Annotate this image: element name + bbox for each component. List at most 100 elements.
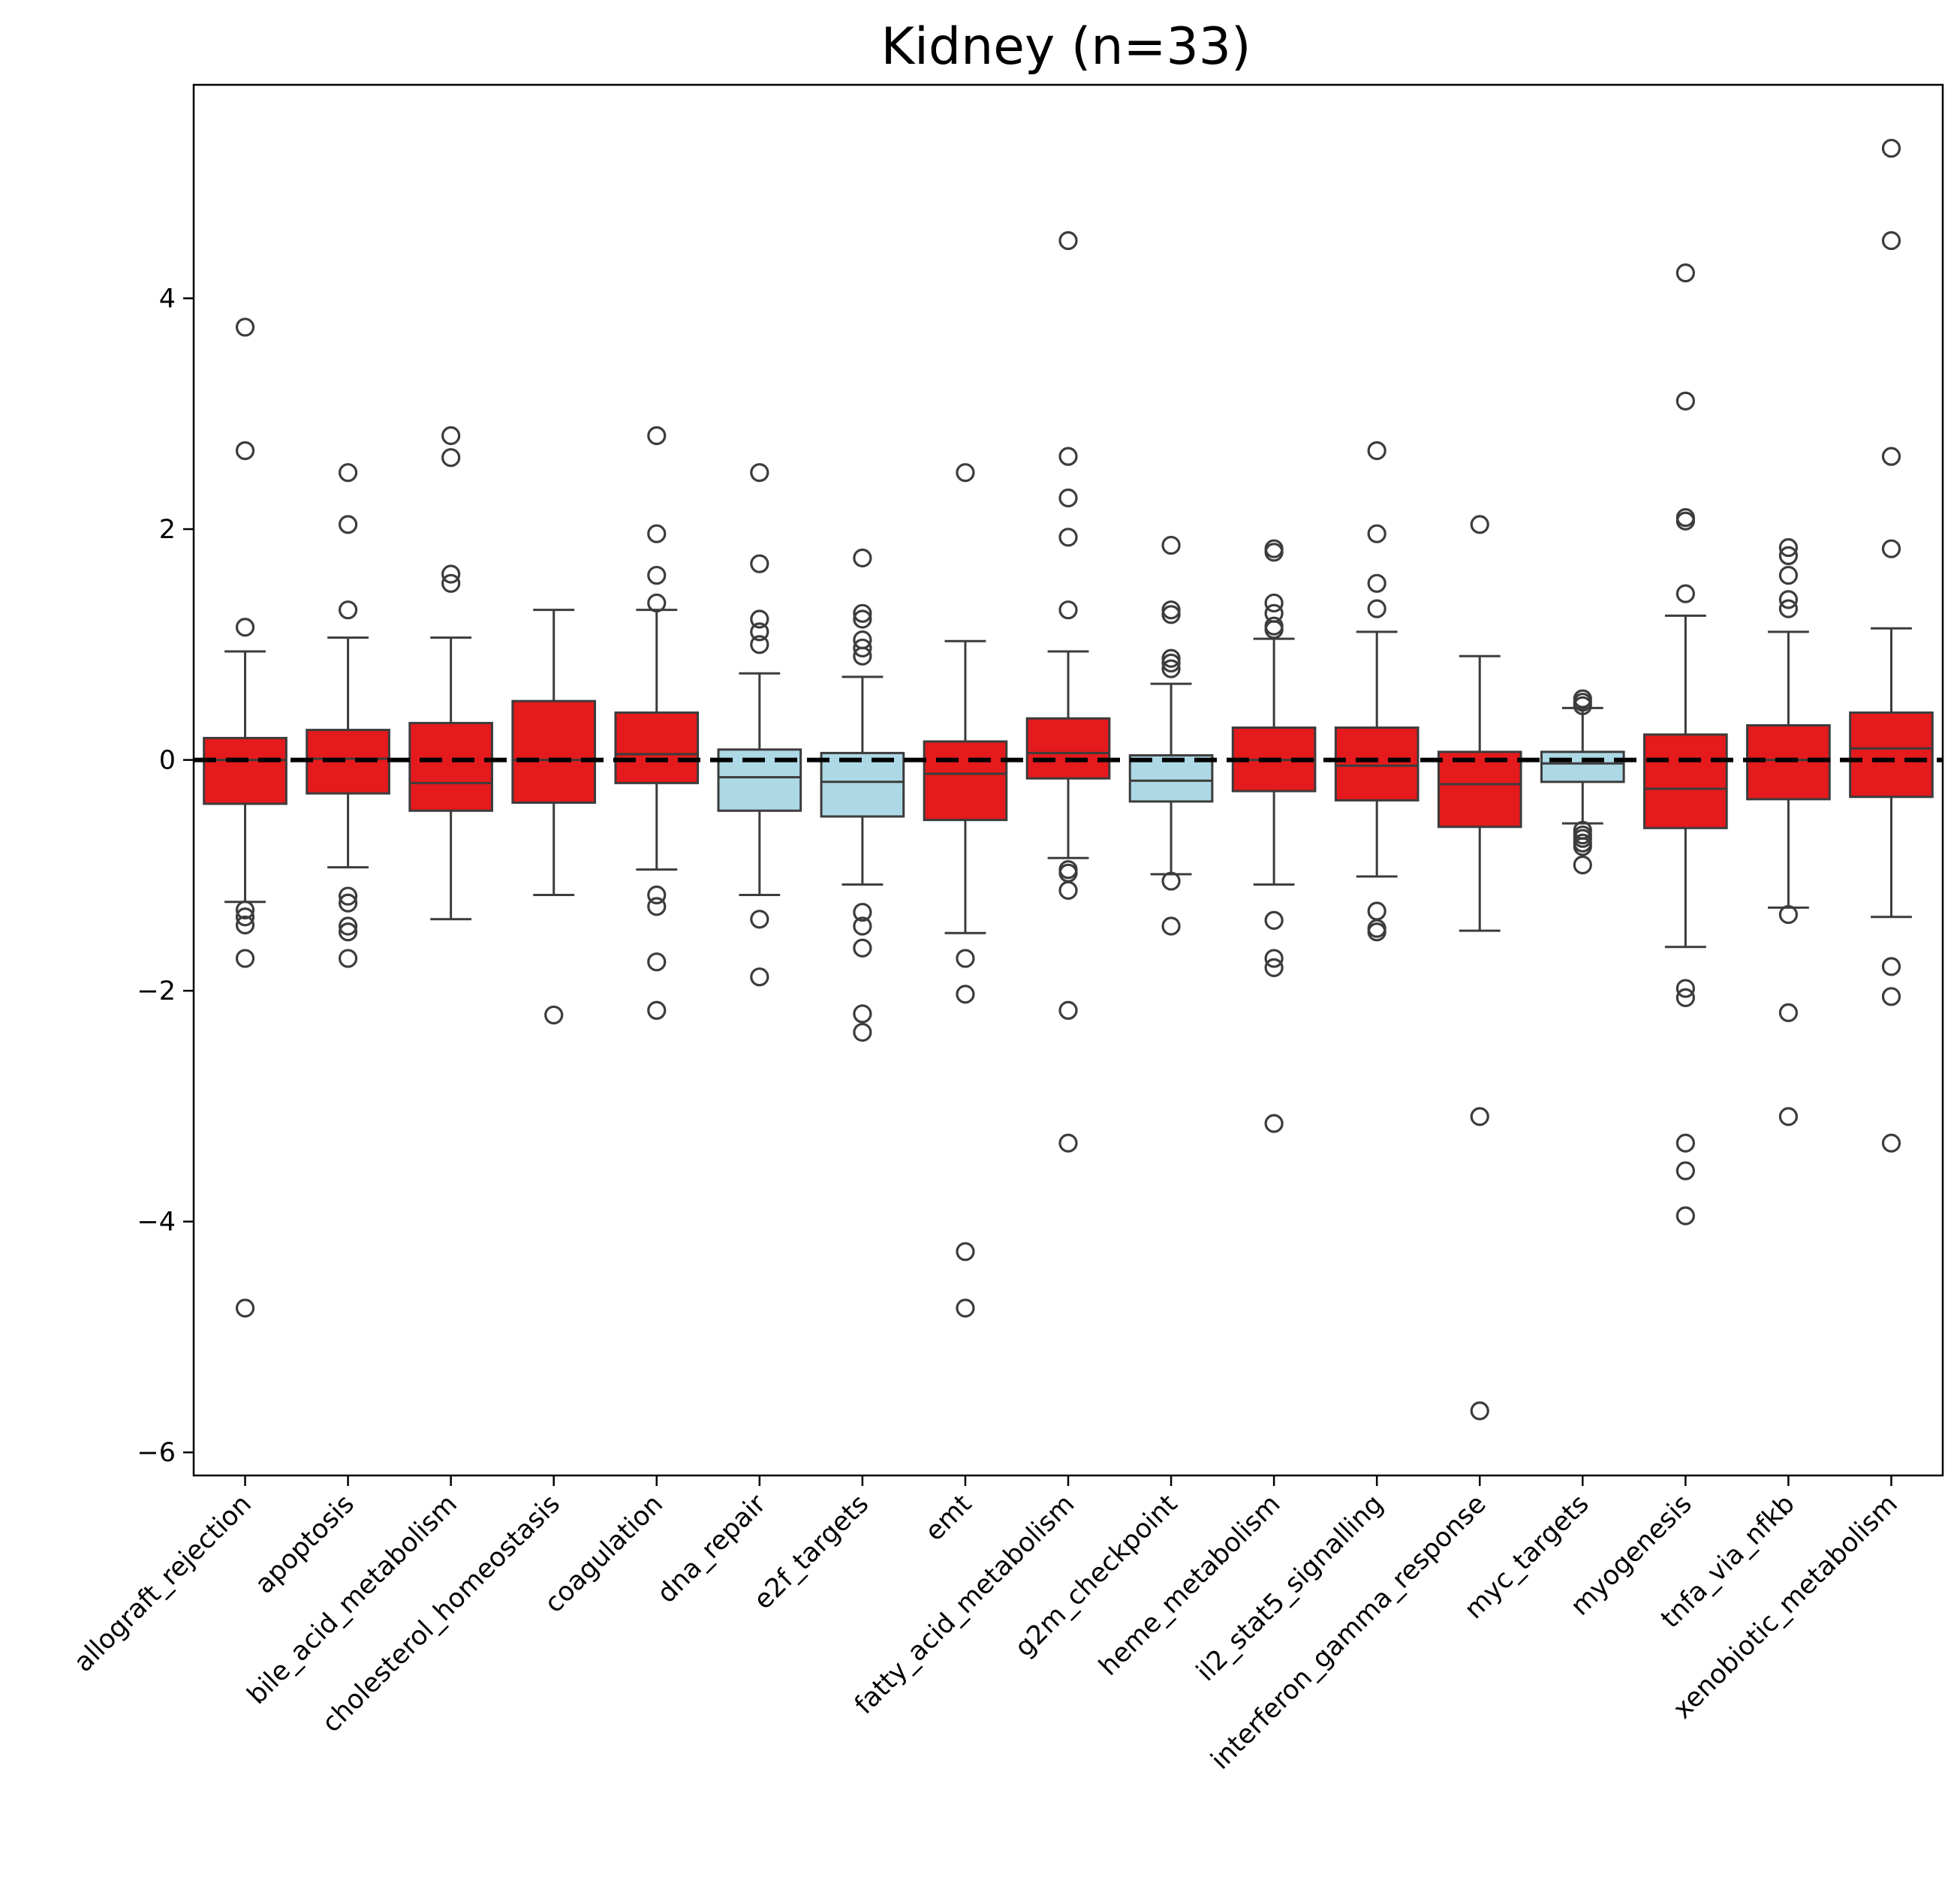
outlier-point xyxy=(441,573,461,593)
outlier-point xyxy=(1778,546,1799,566)
outlier-point xyxy=(338,600,358,620)
outlier-point xyxy=(647,565,667,585)
outlier-point xyxy=(1573,855,1592,875)
outlier-point xyxy=(1881,1133,1901,1153)
box-iqr xyxy=(923,740,1008,822)
outlier-point xyxy=(1778,565,1799,585)
outlier-point xyxy=(1881,138,1901,158)
box-group-heme-metabolism xyxy=(1231,539,1317,1133)
outlier-point xyxy=(1161,600,1181,620)
box-iqr xyxy=(1128,753,1214,803)
outlier-point xyxy=(1573,837,1592,856)
outlier-point xyxy=(1675,1161,1695,1181)
outlier-point xyxy=(956,949,975,968)
outlier-point xyxy=(647,885,667,905)
outlier-point xyxy=(338,916,358,936)
box-iqr xyxy=(614,711,700,784)
outlier-point xyxy=(235,900,255,920)
box-iqr xyxy=(1437,750,1522,829)
outlier-point xyxy=(853,1022,872,1042)
box-iqr xyxy=(1746,723,1831,801)
outlier-point xyxy=(338,949,358,968)
outlier-point xyxy=(235,1298,255,1318)
y-tick-label: −4 xyxy=(137,1208,176,1238)
axes-frame xyxy=(192,83,1944,1477)
outlier-point xyxy=(1778,1003,1799,1022)
box-group-myogenesis xyxy=(1643,263,1728,1226)
outlier-point xyxy=(1264,958,1284,977)
outlier-point xyxy=(1367,573,1386,593)
outlier-point xyxy=(853,1004,872,1024)
outlier-point xyxy=(750,635,769,654)
outlier-point xyxy=(1881,230,1901,251)
outlier-point xyxy=(853,638,872,658)
outlier-point xyxy=(1161,648,1181,668)
outlier-point xyxy=(647,426,667,446)
box-group-fatty-acid-metabolism xyxy=(1025,230,1111,1153)
outlier-point xyxy=(338,893,358,913)
outlier-point xyxy=(956,1242,975,1262)
box-group-allograft-rejection xyxy=(203,317,288,1318)
outlier-point xyxy=(235,441,255,461)
box-iqr xyxy=(408,721,493,812)
x-tick-label: apoptosis xyxy=(249,1489,360,1600)
outlier-point xyxy=(1881,447,1901,466)
box-group-emt xyxy=(923,463,1008,1318)
box-group-xenobiotic-metabolism xyxy=(1849,138,1934,1153)
outlier-point xyxy=(441,426,461,446)
outlier-point xyxy=(1264,620,1284,639)
x-tick-label: il2_stat5_signalling xyxy=(1191,1489,1389,1687)
outlier-point xyxy=(338,922,358,942)
outlier-point xyxy=(235,618,255,637)
outlier-point xyxy=(235,907,255,927)
outlier-point xyxy=(1881,539,1901,558)
box-iqr xyxy=(1540,750,1625,784)
outlier-point xyxy=(647,1000,667,1020)
box-iqr xyxy=(820,751,905,818)
outlier-point xyxy=(1058,1000,1078,1020)
outlier-point xyxy=(338,886,358,906)
outlier-point xyxy=(1264,593,1284,613)
outlier-point xyxy=(853,646,872,666)
x-axis: allograft_rejectionapoptosisbile_acid_me… xyxy=(68,1475,1904,1776)
outlier-point xyxy=(1778,905,1799,925)
box-iqr xyxy=(203,736,288,805)
outlier-point xyxy=(1675,988,1695,1007)
outlier-point xyxy=(1675,511,1695,531)
outlier-point xyxy=(750,910,769,929)
outlier-point xyxy=(750,622,769,642)
box-group-cholesterol-homeostasis xyxy=(511,609,597,1025)
box-group-dna-repair xyxy=(717,463,802,987)
outlier-point xyxy=(647,897,667,916)
outlier-point xyxy=(956,985,975,1004)
outlier-point xyxy=(750,609,769,629)
x-tick-label: emt xyxy=(920,1489,977,1547)
outlier-point xyxy=(853,916,872,936)
box-group-myc-targets xyxy=(1540,689,1625,875)
outlier-point xyxy=(1881,957,1901,976)
outlier-point xyxy=(853,902,872,922)
box-iqr xyxy=(1849,711,1934,799)
chart-title: Kidney (n=33) xyxy=(881,17,1251,77)
outlier-point xyxy=(441,448,461,468)
box-group-interferon-gamma-response xyxy=(1437,515,1522,1421)
plot-area xyxy=(203,138,1934,1421)
outlier-point xyxy=(544,1005,564,1025)
y-tick-label: 4 xyxy=(159,284,176,314)
outlier-point xyxy=(750,554,769,573)
outlier-point xyxy=(1881,987,1901,1006)
outlier-point xyxy=(1367,599,1386,618)
outlier-point xyxy=(441,564,461,584)
outlier-point xyxy=(1161,653,1181,673)
outlier-point xyxy=(1367,441,1386,461)
outlier-point xyxy=(647,593,667,613)
outlier-point xyxy=(1675,263,1695,283)
outlier-point xyxy=(853,609,872,629)
box-group-e2f-targets xyxy=(820,548,905,1042)
outlier-point xyxy=(853,603,872,623)
outlier-point xyxy=(1675,584,1695,603)
box-group-apoptosis xyxy=(306,463,390,968)
outlier-point xyxy=(1161,659,1181,678)
outlier-point xyxy=(1264,1114,1284,1133)
outlier-point xyxy=(1058,600,1078,620)
